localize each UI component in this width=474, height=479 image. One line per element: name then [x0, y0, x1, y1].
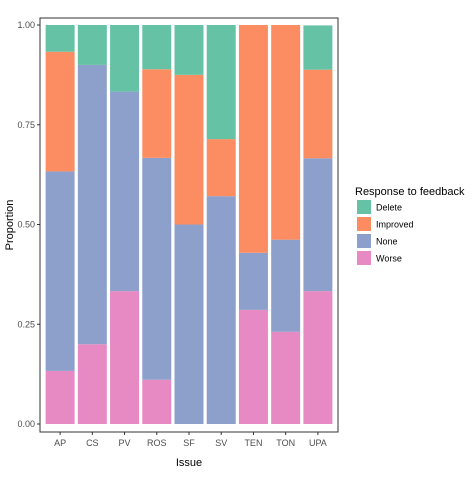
x-tick-label: SF — [183, 438, 195, 448]
legend-title: Response to feedback — [355, 186, 465, 198]
bar-segment-ros-improved — [142, 69, 172, 158]
bar-segment-pv-worse — [110, 291, 140, 424]
bar-segment-ap-improved — [45, 51, 75, 172]
x-tick-label: AP — [54, 438, 66, 448]
x-tick-label: TON — [276, 438, 295, 448]
bar-segment-sf-delete — [174, 25, 204, 75]
legend-key-delete — [357, 200, 371, 214]
legend-items: Delete Improved None Worse — [357, 200, 414, 265]
axis-ticks-layer: AP CS PV ROS SF SV TEN TON UPA 0.00 0.25 0.50 0.75 1.… — [17, 20, 326, 448]
bar-segment-ton-none — [271, 239, 301, 332]
x-tick-label: TEN — [244, 438, 262, 448]
bar-segment-ten-none — [238, 252, 268, 310]
bar-segment-sf-none — [174, 224, 204, 424]
bar-segment-upa-worse — [303, 291, 333, 424]
y-tick-label: 1.00 — [17, 20, 35, 30]
legend-label-delete: Delete — [376, 203, 402, 213]
x-tick-label: SV — [215, 438, 227, 448]
x-tick-label: PV — [119, 438, 131, 448]
y-tick-label: 0.00 — [17, 419, 35, 429]
bar-segment-pv-none — [110, 91, 140, 292]
bar-segment-upa-delete — [303, 25, 333, 70]
x-tick-label: CS — [86, 438, 99, 448]
bar-segment-cs-delete — [77, 25, 107, 65]
bar-segment-ap-delete — [45, 25, 75, 52]
bar-segment-pv-delete — [110, 25, 140, 92]
bar-segment-sf-improved — [174, 74, 204, 225]
bars-layer — [45, 25, 333, 424]
bar-segment-sv-delete — [206, 25, 236, 140]
legend-key-worse — [357, 251, 371, 265]
bar-segment-sv-improved — [206, 139, 236, 197]
legend-label-improved: Improved — [376, 220, 414, 230]
bar-segment-ros-none — [142, 157, 172, 380]
bar-segment-ap-worse — [45, 370, 75, 424]
x-tick-label: ROS — [147, 438, 167, 448]
x-tick-label: UPA — [309, 438, 327, 448]
bar-segment-upa-improved — [303, 69, 333, 159]
bar-segment-cs-worse — [77, 344, 107, 424]
y-tick-label: 0.50 — [17, 220, 35, 230]
bar-segment-sv-none — [206, 196, 236, 424]
bar-segment-ton-worse — [271, 331, 301, 424]
legend-label-worse: Worse — [376, 254, 402, 264]
bar-segment-ton-improved — [271, 25, 301, 240]
bar-segment-ros-worse — [142, 379, 172, 424]
y-tick-label: 0.25 — [17, 319, 35, 329]
legend-key-none — [357, 234, 371, 248]
y-tick-label: 0.75 — [17, 120, 35, 130]
x-axis-title: Issue — [176, 457, 202, 469]
bar-segment-cs-none — [77, 64, 107, 345]
legend-label-none: None — [376, 237, 398, 247]
legend: Response to feedback Delete Improved None W… — [355, 186, 465, 265]
legend-key-improved — [357, 217, 371, 231]
y-axis-title: Proportion — [4, 200, 16, 251]
bar-segment-ap-none — [45, 171, 75, 371]
bar-segment-upa-none — [303, 158, 333, 292]
bar-segment-ros-delete — [142, 25, 172, 70]
bar-segment-ten-improved — [238, 25, 268, 253]
bar-segment-ten-worse — [238, 309, 268, 424]
